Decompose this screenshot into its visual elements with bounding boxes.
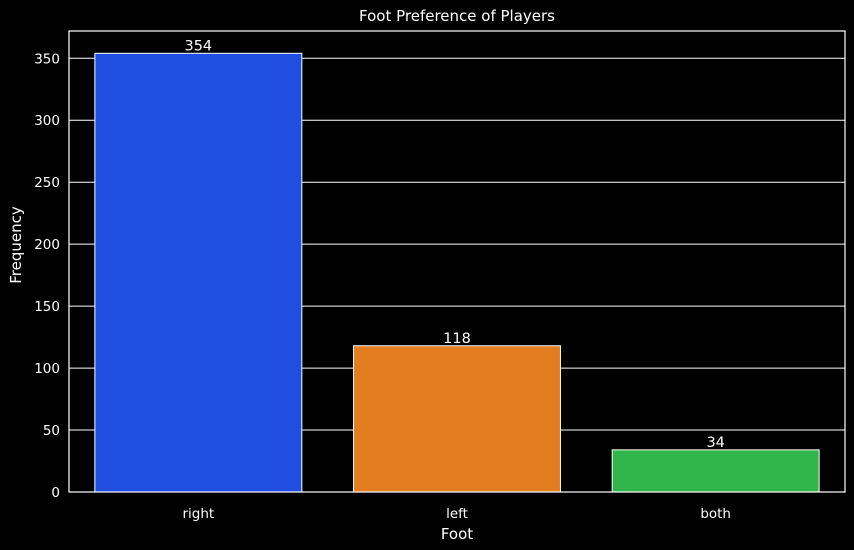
y-tick-label: 150	[34, 299, 60, 315]
y-axis-label: Frequency	[7, 206, 25, 284]
x-tick-label-left: left	[446, 506, 468, 522]
bar-both	[611, 449, 820, 493]
y-tick-label: 300	[34, 113, 60, 129]
y-tick-label: 250	[34, 175, 60, 191]
y-axis-ticks: 0 50 100 150 200 250 300 350	[34, 51, 60, 501]
data-label-both: 34	[706, 435, 724, 451]
plot-frame	[68, 30, 846, 493]
data-label-right: 354	[184, 38, 212, 54]
bars	[94, 52, 820, 493]
x-tick-label-right: right	[182, 506, 214, 522]
x-axis-label: Foot	[441, 525, 473, 543]
data-label-left: 118	[443, 331, 471, 347]
y-tick-label: 100	[34, 361, 60, 377]
y-tick-label: 50	[43, 423, 60, 439]
bar-left	[353, 345, 561, 493]
y-tick-label: 0	[51, 485, 60, 501]
y-tick-label: 200	[34, 237, 60, 253]
chart-title: Foot Preference of Players	[359, 7, 555, 25]
x-tick-label-both: both	[700, 506, 731, 522]
y-tick-label: 350	[34, 51, 60, 67]
bar-right	[94, 52, 303, 493]
data-labels: 354 118 34	[184, 38, 724, 451]
x-axis-ticks: right left both	[182, 506, 731, 522]
